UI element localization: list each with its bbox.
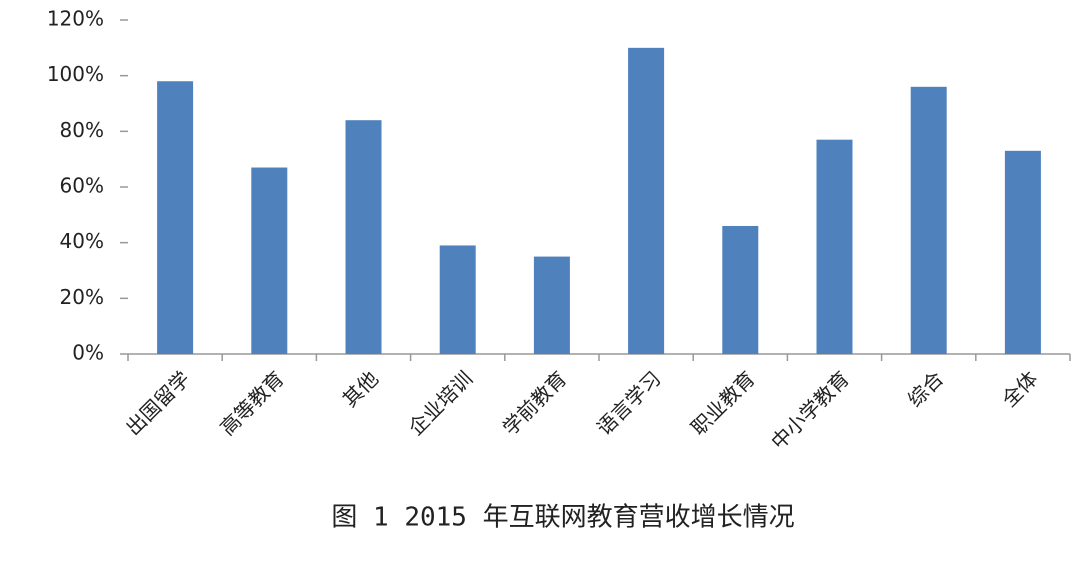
bar bbox=[439, 245, 476, 354]
y-tick-label: 40% bbox=[60, 229, 104, 253]
bar bbox=[910, 86, 947, 355]
x-tick-label: 企业培训 bbox=[404, 366, 478, 440]
bar bbox=[1004, 150, 1041, 354]
bar bbox=[157, 81, 194, 354]
y-tick-label: 0% bbox=[72, 341, 104, 365]
x-tick-label: 语言学习 bbox=[592, 366, 666, 440]
x-tick-label: 职业教育 bbox=[686, 366, 760, 440]
bar bbox=[251, 167, 288, 354]
bar bbox=[816, 139, 853, 354]
bar bbox=[628, 47, 665, 354]
x-tick-label: 学前教育 bbox=[498, 366, 572, 440]
y-tick-label: 80% bbox=[60, 118, 104, 142]
bar bbox=[722, 225, 759, 354]
x-tick-label: 中小学教育 bbox=[766, 366, 854, 454]
bar bbox=[345, 120, 382, 354]
y-tick-label: 60% bbox=[60, 174, 104, 198]
x-tick-label: 全体 bbox=[997, 366, 1042, 411]
x-tick-label: 其他 bbox=[338, 366, 383, 411]
y-tick-label: 20% bbox=[60, 285, 104, 309]
x-tick-label: 出国留学 bbox=[121, 366, 195, 440]
bar bbox=[533, 256, 570, 354]
y-tick-label: 100% bbox=[47, 62, 104, 86]
y-tick-label: 120% bbox=[47, 7, 104, 31]
x-tick-label: 高等教育 bbox=[215, 366, 289, 440]
chart-title: 图 1 2015 年互联网教育营收增长情况 bbox=[331, 503, 794, 533]
x-tick-label: 综合 bbox=[903, 366, 948, 411]
